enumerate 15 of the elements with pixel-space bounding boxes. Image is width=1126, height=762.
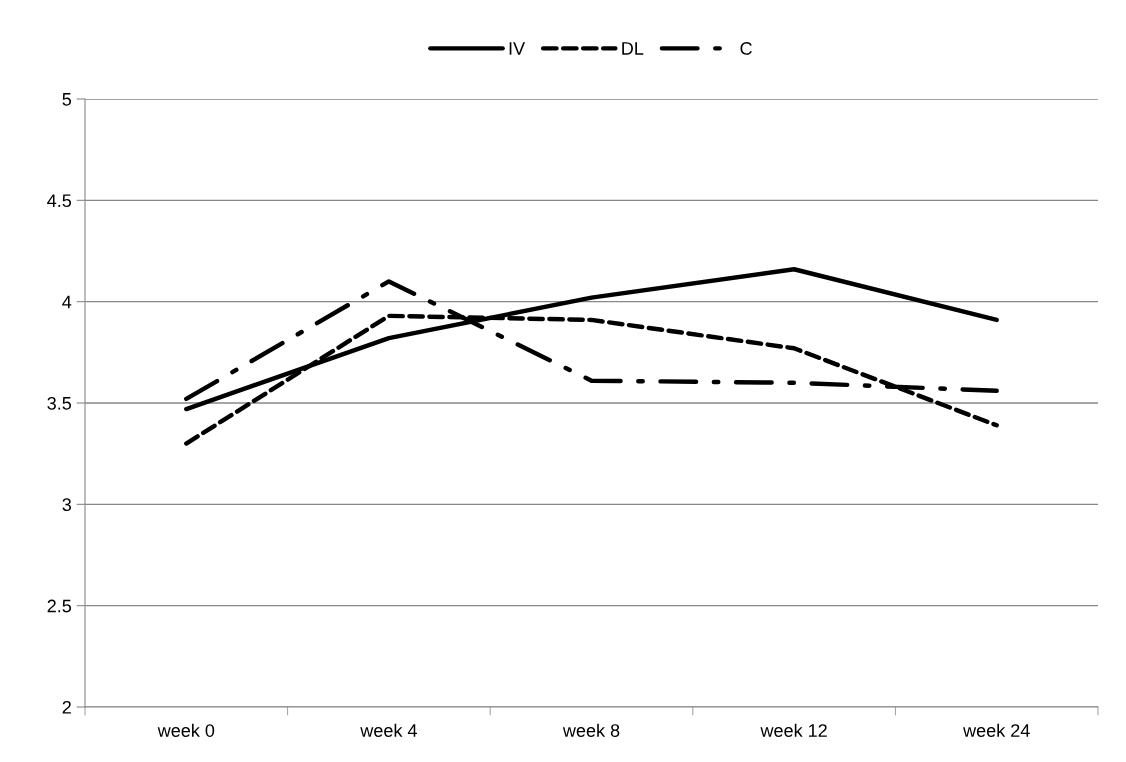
y-tick-label: 3.5 (47, 396, 72, 410)
legend-label: C (740, 42, 752, 55)
y-tick-label: 4.5 (47, 194, 72, 208)
x-tick-label: week 4 (360, 723, 417, 737)
x-tick-label: week 24 (963, 723, 1030, 737)
y-tick-label: 4 (62, 295, 72, 309)
y-tick-label: 5 (62, 93, 72, 106)
y-tick-label: 3 (62, 498, 72, 512)
x-tick-label: week 12 (760, 723, 827, 737)
legend-label: DL (622, 42, 644, 55)
x-tick-label: week 0 (157, 723, 215, 737)
legend-label: IV (509, 42, 526, 55)
x-tick-label: week 8 (562, 723, 620, 737)
y-tick-label: 2 (62, 700, 71, 714)
y-tick-label: 2.5 (47, 599, 72, 613)
